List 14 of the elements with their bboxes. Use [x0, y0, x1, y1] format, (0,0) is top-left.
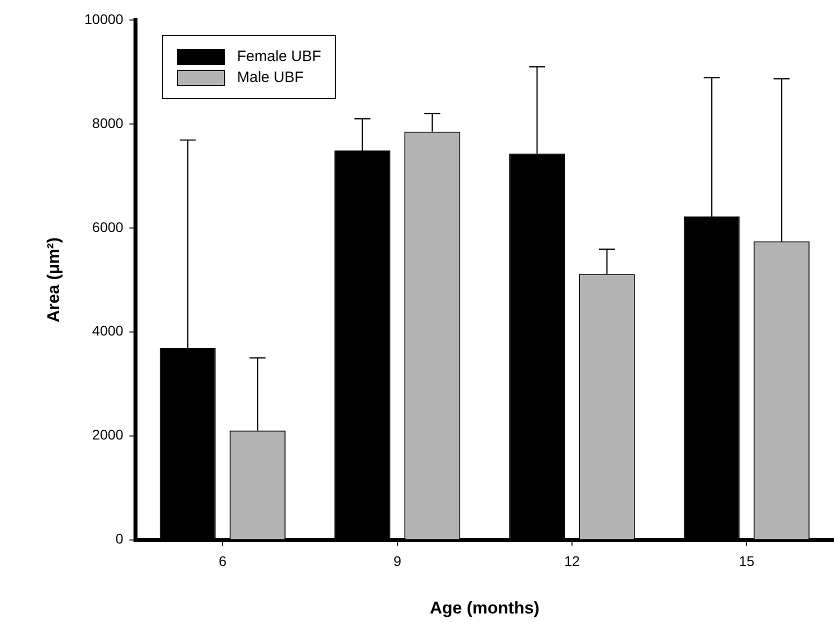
x-axis-title: Age (months): [430, 598, 540, 618]
y-axis-title: Area (μm²): [44, 237, 63, 322]
y-tick-label: 2000: [92, 426, 124, 443]
y-tick-label: 4000: [92, 322, 124, 339]
legend-label: Female UBF: [237, 48, 322, 65]
x-tick-label: 12: [564, 553, 580, 570]
x-tick-label: 6: [218, 553, 227, 570]
legend-label: Male UBF: [237, 69, 304, 86]
y-tick-label: 6000: [92, 218, 124, 235]
y-tick-label: 10000: [84, 10, 124, 27]
x-tick-label: 9: [393, 553, 402, 570]
x-tick-label: 15: [738, 553, 755, 570]
y-tick-label: 0: [116, 530, 124, 547]
y-tick-label: 8000: [92, 114, 124, 131]
